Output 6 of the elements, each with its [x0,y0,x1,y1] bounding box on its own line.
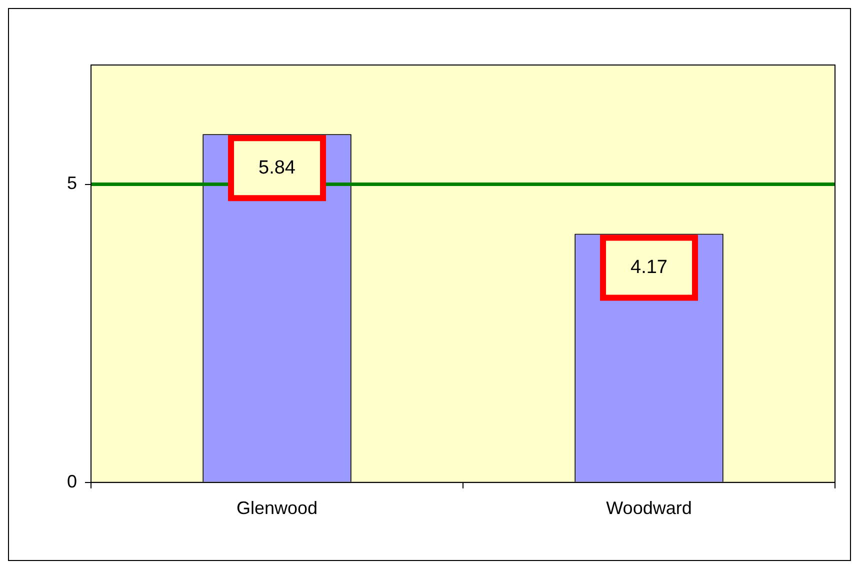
x-tick-label: Glenwood [236,498,318,518]
x-tick-label: Woodward [606,498,692,518]
y-tick-label: 5 [66,173,78,194]
y-tick-label: 0 [66,471,78,492]
data-label: 4.17 [630,256,668,278]
data-label: 5.84 [258,157,296,178]
